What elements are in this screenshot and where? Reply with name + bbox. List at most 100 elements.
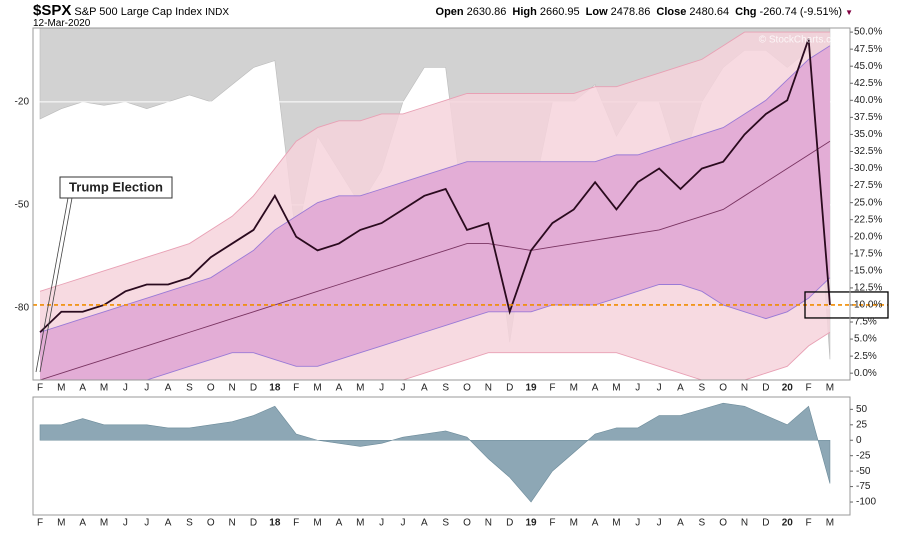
y-tick-label: 25.0% xyxy=(854,197,882,208)
x-tick-label: J xyxy=(400,518,405,529)
x-tick-label: N xyxy=(229,383,236,394)
y-tick-label: 25 xyxy=(856,419,868,430)
x-tick-label: M xyxy=(570,518,578,529)
x-tick-label: J xyxy=(123,518,128,529)
y-tick-label: 45.0% xyxy=(854,61,882,72)
arrow xyxy=(35,197,69,373)
x-tick-label: D xyxy=(250,518,257,529)
y-tick-label: 20.0% xyxy=(854,231,882,242)
x-tick-label: J xyxy=(379,383,384,394)
y-tick-label: 50 xyxy=(856,404,868,415)
x-tick-label: N xyxy=(229,518,236,529)
quote-label: Open xyxy=(435,6,464,18)
date: 12-Mar-2020 xyxy=(33,18,91,29)
x-tick-label: A xyxy=(421,518,428,529)
x-tick-label: M xyxy=(612,518,620,529)
line xyxy=(39,45,831,333)
line xyxy=(145,277,831,380)
x-tick-label: J xyxy=(144,383,149,394)
y-tick-label: 27.5% xyxy=(854,180,882,191)
x-tick-label: F xyxy=(806,518,812,529)
y-tick-label: 32.5% xyxy=(854,146,882,157)
y-tick-label: 2.5% xyxy=(854,351,877,362)
y-tick-label: 47.5% xyxy=(854,44,882,55)
x-tick-label: 19 xyxy=(525,518,537,529)
quote-value: -260.74 (-9.51%) xyxy=(759,6,843,18)
x-tick-label: N xyxy=(485,518,492,529)
x-tick-label: 20 xyxy=(782,518,794,529)
x-tick-label: D xyxy=(762,383,769,394)
x-tick-label: A xyxy=(421,383,428,394)
x-tick-label: M xyxy=(57,383,65,394)
x-tick-label: F xyxy=(549,518,555,529)
symbol: $SPX xyxy=(33,2,72,19)
y-tick-label: 37.5% xyxy=(854,112,882,123)
x-tick-label: J xyxy=(635,518,640,529)
x-tick-label: A xyxy=(165,518,172,529)
y-tick-label: 40.0% xyxy=(854,95,882,106)
quote-value: 2478.86 xyxy=(610,6,651,18)
x-tick-label: 20 xyxy=(782,383,794,394)
y-tick-label: -100 xyxy=(856,497,876,508)
quote-label: Low xyxy=(585,6,608,18)
x-tick-label: A xyxy=(592,518,599,529)
x-tick-label: D xyxy=(506,383,513,394)
x-tick-label: J xyxy=(144,518,149,529)
x-tick-label: A xyxy=(677,518,684,529)
quote-value: 2630.86 xyxy=(466,6,507,18)
x-tick-label: A xyxy=(677,383,684,394)
x-tick-label: M xyxy=(100,383,108,394)
plot xyxy=(33,28,850,380)
x-tick-label: O xyxy=(207,383,215,394)
x-tick-label: O xyxy=(207,518,215,529)
x-tick-label: O xyxy=(463,383,471,394)
x-tick-label: M xyxy=(570,383,578,394)
x-tick-label: F xyxy=(549,383,555,394)
x-tick-label: M xyxy=(313,518,321,529)
x-tick-label: O xyxy=(719,383,727,394)
x-tick-label: S xyxy=(186,518,193,529)
x-tick-label: D xyxy=(250,383,257,394)
line xyxy=(39,31,830,292)
x-tick-label: F xyxy=(806,383,812,394)
x-tick-label: A xyxy=(336,518,343,529)
x-tick-label: D xyxy=(762,518,769,529)
y-tick-label: 17.5% xyxy=(854,248,882,259)
y-tick-label: 50.0% xyxy=(854,27,882,38)
x-tick-label: A xyxy=(79,518,86,529)
y-tick-label: 35.0% xyxy=(854,129,882,140)
x-tick-label: M xyxy=(612,383,620,394)
quote: Open 2630.86 High 2660.95 Low 2478.86 Close 248… xyxy=(430,6,853,18)
band-fill xyxy=(40,45,830,380)
annotation: Trump Election xyxy=(69,179,163,194)
x-tick-label: S xyxy=(699,383,706,394)
area xyxy=(39,402,831,503)
x-tick-label: M xyxy=(826,518,834,529)
y2-tick-label: -80 xyxy=(15,303,30,314)
y-tick-label: 7.5% xyxy=(854,317,877,328)
plot xyxy=(39,402,831,503)
header: $SPX S&P 500 Large Cap Index INDX 12-Mar… xyxy=(33,2,853,29)
line xyxy=(39,140,831,380)
x-tick-label: J xyxy=(635,383,640,394)
y2-tick-label: -20 xyxy=(15,96,30,107)
quote-label: Close xyxy=(656,6,687,18)
x-tick-label: M xyxy=(57,518,65,529)
x-tick-label: M xyxy=(356,518,364,529)
x-tick-label: N xyxy=(485,383,492,394)
line xyxy=(401,331,831,380)
y-tick-label: 10.0% xyxy=(854,300,882,311)
x-tick-label: F xyxy=(293,518,299,529)
x-tick-label: N xyxy=(741,383,748,394)
index-name: S&P 500 Large Cap Index xyxy=(74,6,203,18)
x-tick-label: M xyxy=(100,518,108,529)
x-tick-label: M xyxy=(313,383,321,394)
x-tick-label: S xyxy=(186,383,193,394)
y-tick-label: 15.0% xyxy=(854,265,882,276)
x-tick-label: 18 xyxy=(269,383,281,394)
x-tick-label: J xyxy=(379,518,384,529)
x-tick-label: S xyxy=(442,518,449,529)
highlight-box xyxy=(804,291,889,319)
